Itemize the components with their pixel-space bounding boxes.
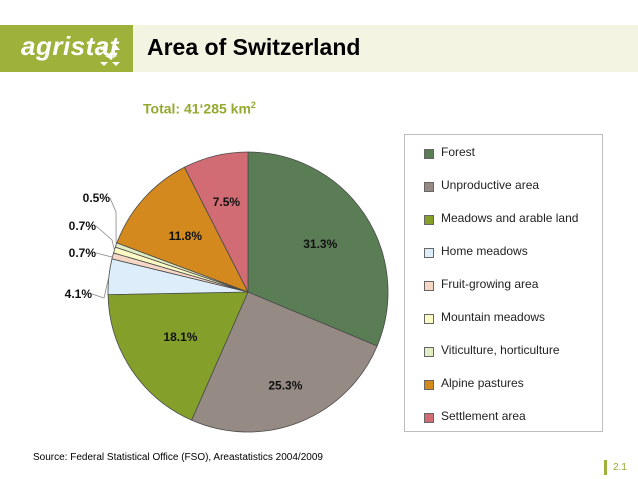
legend-label: Settlement area [441, 409, 526, 423]
pie-slice-alpine-pastures [116, 166, 249, 293]
data-label-unproductive-area: 25.3% [268, 379, 302, 393]
leader-line-home-meadows [91, 276, 110, 299]
legend-swatch [424, 182, 434, 192]
leader-line-fruit-growing-area [95, 252, 114, 258]
data-label-forest: 31.3% [303, 237, 337, 251]
legend-label: Unproductive area [441, 178, 540, 192]
chart-legend: Forest Unproductive area Meadows and arabl… [404, 134, 603, 432]
legend-label: Viticulture, horticulture [441, 343, 560, 357]
leader-line-viticulture-horticulture [109, 197, 117, 245]
legend-swatch [424, 347, 434, 357]
header-bar [133, 25, 638, 72]
page-number: 2.1 [604, 460, 627, 475]
data-label-fruit-growing-area: 0.7% [69, 246, 97, 260]
pie-slice-settlement-area [183, 151, 249, 293]
leader-line-mountain-meadows [95, 225, 115, 251]
logo-arrows-icon [100, 45, 120, 66]
chart-subtitle: Total: 41‘285 km2 [143, 100, 256, 117]
pie-slice-unproductive-area [191, 291, 378, 433]
agristat-logo: agristat [0, 25, 133, 72]
legend-label: Mountain meadows [441, 310, 546, 324]
legend-label: Forest [441, 145, 476, 159]
data-label-settlement-area: 7.5% [213, 195, 241, 209]
data-label-alpine-pastures: 11.8% [169, 229, 203, 243]
legend-swatch [424, 149, 434, 159]
legend-swatch [424, 380, 434, 390]
legend-swatch [424, 281, 434, 291]
data-label-viticulture-horticulture: 0.5% [83, 191, 111, 205]
legend-label: Alpine pastures [441, 376, 524, 390]
legend-swatch [424, 314, 434, 324]
subtitle-superscript: 2 [250, 100, 256, 110]
legend-swatch [424, 248, 434, 258]
legend-swatch [424, 215, 434, 225]
legend-swatch [424, 413, 434, 423]
data-label-mountain-meadows: 0.7% [69, 219, 97, 233]
subtitle-text: Total: 41‘285 km [143, 100, 251, 117]
logo-text: agristat [21, 31, 119, 61]
pie-slice-forest [247, 151, 389, 347]
legend-label: Home meadows [441, 244, 528, 258]
legend-label: Fruit-growing area [441, 277, 539, 291]
data-label-meadows-and-arable-land: 18.1% [163, 330, 197, 344]
data-label-home-meadows: 4.1% [65, 287, 93, 301]
pie-slice-meadows-and-arable-land [107, 291, 249, 421]
source-note: Source: Federal Statistical Office (FSO)… [33, 452, 323, 463]
legend-label: Meadows and arable land [441, 211, 579, 225]
page-title: Area of Switzerland [147, 34, 361, 60]
